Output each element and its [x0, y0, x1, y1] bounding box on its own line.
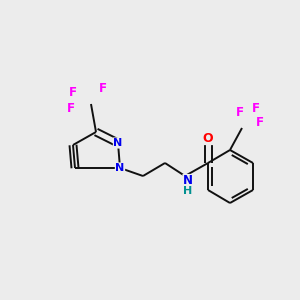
Text: F: F	[256, 116, 264, 128]
Text: F: F	[252, 101, 260, 115]
Text: F: F	[67, 103, 75, 116]
Text: H: H	[183, 186, 193, 196]
Text: O: O	[203, 131, 213, 145]
Text: N: N	[183, 175, 193, 188]
Text: F: F	[99, 82, 107, 94]
Text: F: F	[236, 106, 244, 118]
Text: N: N	[113, 138, 123, 148]
Text: F: F	[69, 85, 77, 98]
Text: N: N	[116, 163, 124, 173]
